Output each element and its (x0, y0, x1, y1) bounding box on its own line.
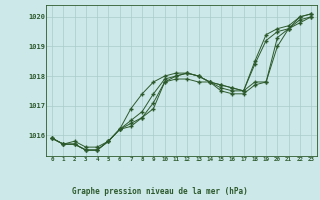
Text: Graphe pression niveau de la mer (hPa): Graphe pression niveau de la mer (hPa) (72, 187, 248, 196)
